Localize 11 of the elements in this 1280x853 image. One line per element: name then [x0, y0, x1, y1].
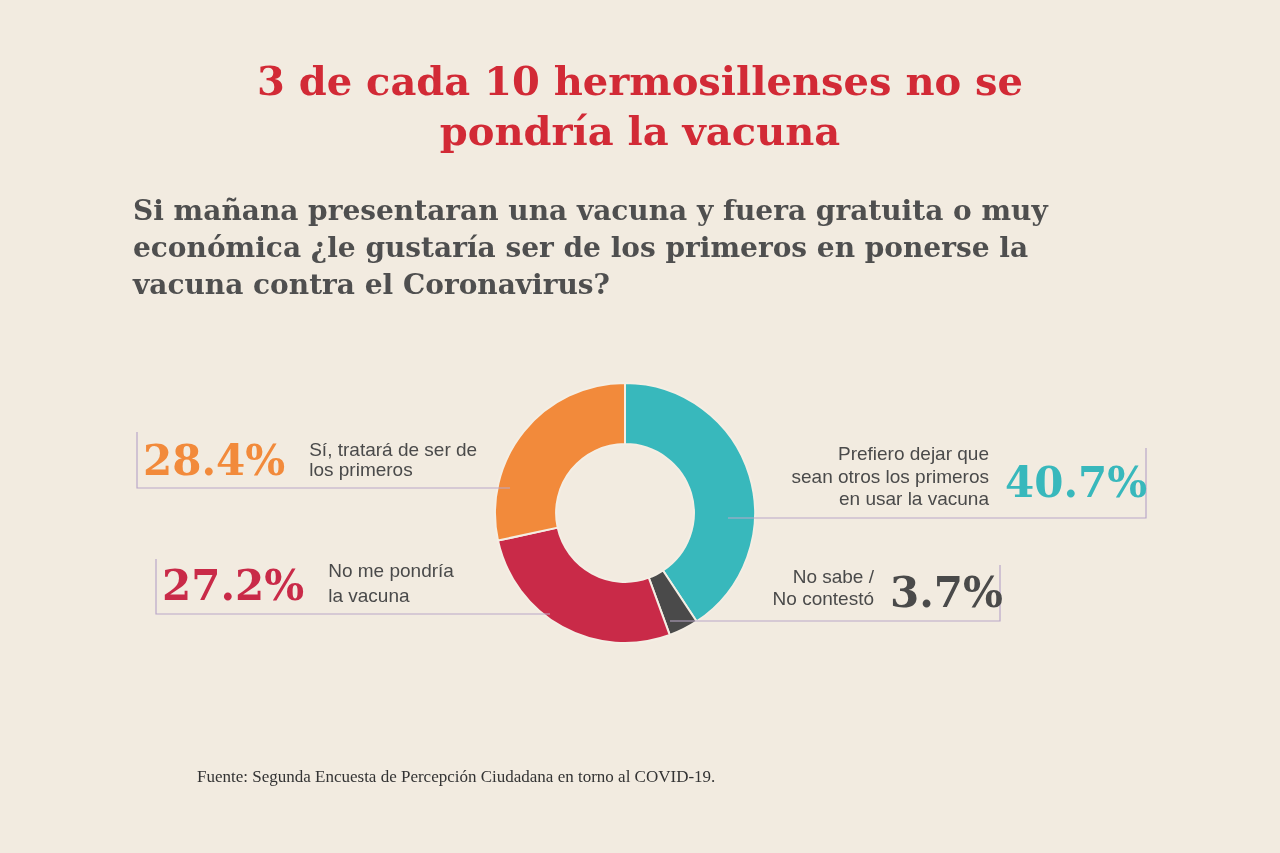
- chart-subtitle: Si mañana presentaran una vacuna y fuera gratuita o muy económica ¿le gustaría ser de los primeros en ponerse la vacuna contra el Coronavirus?: [133, 193, 1050, 303]
- data-label: 40.7%: [1005, 458, 1148, 507]
- source-note: Fuente: Segunda Encuesta de Percepción Ciudadana en torno al COVID-19.: [197, 767, 717, 787]
- slice-label: No me pondría la vacuna: [328, 560, 455, 607]
- slice-label: Prefiero dejar que sean otros los primeros en usar la vacuna: [791, 443, 990, 510]
- slice-label: No sabe / No contestó: [772, 566, 875, 610]
- data-label: 28.4%: [143, 436, 286, 485]
- chart-title: 3 de cada 10 hermosillenses no se pondría la vacuna: [255, 56, 1025, 156]
- data-label: 3.7%: [890, 568, 1003, 617]
- data-label: 27.2%: [162, 561, 305, 610]
- slice-label: Sí, tratará de ser de los primeros: [309, 439, 478, 481]
